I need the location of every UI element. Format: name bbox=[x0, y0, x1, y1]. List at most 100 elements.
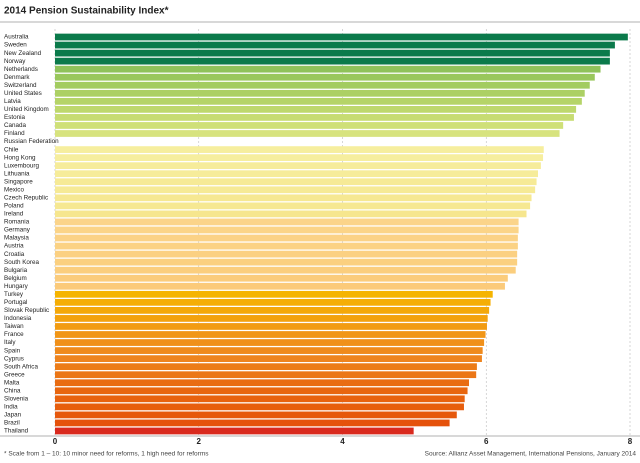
y-tick-label: United States bbox=[4, 90, 42, 97]
y-tick-label: Taiwan bbox=[4, 323, 24, 330]
bar bbox=[55, 73, 595, 81]
y-tick-label: Malaysia bbox=[4, 235, 29, 242]
y-tick-label: China bbox=[4, 387, 21, 394]
bar bbox=[55, 81, 590, 89]
bar bbox=[55, 162, 541, 170]
y-tick-label: Switzerland bbox=[4, 82, 37, 89]
y-tick-label: Greece bbox=[4, 371, 25, 378]
y-tick-label: Luxembourg bbox=[4, 162, 40, 169]
bar bbox=[55, 371, 477, 379]
bar bbox=[55, 315, 488, 322]
y-tick-label: Singapore bbox=[4, 178, 33, 185]
bar bbox=[55, 274, 508, 282]
bar bbox=[55, 363, 477, 371]
y-tick-label: Ireland bbox=[4, 211, 24, 218]
y-tick-label: Netherlands bbox=[4, 66, 38, 73]
x-tick-label: 8 bbox=[628, 437, 633, 446]
y-tick-label: Russian Federation bbox=[4, 138, 59, 145]
y-tick-label: Austria bbox=[4, 243, 24, 250]
bar bbox=[55, 130, 560, 137]
y-tick-label: South Korea bbox=[4, 259, 40, 266]
bar bbox=[55, 242, 518, 250]
bar bbox=[55, 194, 532, 202]
bar bbox=[55, 387, 468, 395]
y-tick-label: Denmark bbox=[4, 74, 30, 81]
y-tick-label: Finland bbox=[4, 130, 25, 137]
y-tick-label: Canada bbox=[4, 122, 27, 129]
y-tick-label: Germany bbox=[4, 227, 31, 234]
y-tick-label: India bbox=[4, 404, 18, 411]
y-tick-label: Portugal bbox=[4, 299, 27, 306]
y-tick-label: South Africa bbox=[4, 363, 38, 370]
y-tick-label: Romania bbox=[4, 219, 30, 226]
y-tick-label: Turkey bbox=[4, 291, 24, 298]
y-tick-label: Malta bbox=[4, 379, 20, 386]
bar bbox=[55, 218, 519, 226]
y-tick-label: Thailand bbox=[4, 428, 29, 435]
y-tick-label: Belgium bbox=[4, 275, 27, 282]
bar bbox=[55, 97, 582, 105]
y-tick-label: Indonesia bbox=[4, 315, 32, 322]
y-tick-label: Bulgaria bbox=[4, 267, 28, 274]
bar bbox=[55, 282, 505, 290]
bar bbox=[55, 226, 519, 234]
y-tick-label: Hong Kong bbox=[4, 154, 36, 161]
bar bbox=[55, 307, 490, 314]
footnote: * Scale from 1 – 10: 10 minor need for r… bbox=[4, 451, 209, 458]
x-tick-label: 0 bbox=[53, 437, 58, 446]
bar bbox=[55, 339, 485, 346]
bar bbox=[55, 298, 491, 306]
y-tick-label: Hungary bbox=[4, 283, 29, 290]
bar bbox=[55, 331, 486, 338]
bar bbox=[55, 234, 518, 242]
y-tick-label: Latvia bbox=[4, 98, 21, 105]
y-tick-label: Czech Republic bbox=[4, 194, 48, 201]
y-tick-label: Japan bbox=[4, 412, 22, 419]
y-tick-label: Spain bbox=[4, 347, 21, 354]
y-tick-label: New Zealand bbox=[4, 50, 42, 57]
y-tick-label: Slovenia bbox=[4, 395, 29, 402]
bar bbox=[55, 323, 487, 330]
bar bbox=[55, 403, 464, 411]
y-tick-label: Cyprus bbox=[4, 355, 24, 362]
bar bbox=[55, 210, 527, 218]
y-tick-label: Poland bbox=[4, 203, 24, 210]
bar bbox=[55, 170, 538, 178]
bar bbox=[55, 41, 615, 49]
x-tick-label: 6 bbox=[484, 437, 489, 446]
y-tick-label: France bbox=[4, 331, 24, 338]
bar bbox=[55, 178, 537, 186]
bar bbox=[55, 379, 469, 387]
bar bbox=[55, 202, 531, 210]
bar bbox=[55, 290, 493, 298]
y-tick-label: Estonia bbox=[4, 114, 26, 121]
bar bbox=[55, 57, 610, 65]
bar bbox=[55, 419, 450, 427]
y-tick-label: Croatia bbox=[4, 251, 25, 258]
x-tick-label: 4 bbox=[340, 437, 345, 446]
bar bbox=[55, 250, 518, 258]
bar bbox=[55, 114, 574, 121]
bar bbox=[55, 122, 564, 129]
bar bbox=[55, 427, 414, 435]
source: Source: Allianz Asset Management, Intern… bbox=[425, 451, 637, 458]
y-tick-label: United Kingdom bbox=[4, 106, 49, 113]
bar bbox=[55, 154, 544, 161]
bar bbox=[55, 186, 536, 194]
y-tick-label: Lithuania bbox=[4, 170, 30, 177]
y-tick-label: Mexico bbox=[4, 186, 24, 193]
y-tick-label: Brazil bbox=[4, 420, 20, 427]
y-tick-label: Italy bbox=[4, 339, 16, 346]
bar bbox=[55, 355, 482, 362]
bar bbox=[55, 266, 516, 274]
bar bbox=[55, 65, 601, 73]
bar bbox=[55, 395, 465, 403]
bar bbox=[55, 106, 577, 113]
y-tick-label: Chile bbox=[4, 146, 19, 153]
bar bbox=[55, 146, 544, 153]
bar bbox=[55, 411, 457, 419]
bar bbox=[55, 49, 610, 57]
y-tick-label: Australia bbox=[4, 34, 29, 41]
x-tick-label: 2 bbox=[197, 437, 202, 446]
